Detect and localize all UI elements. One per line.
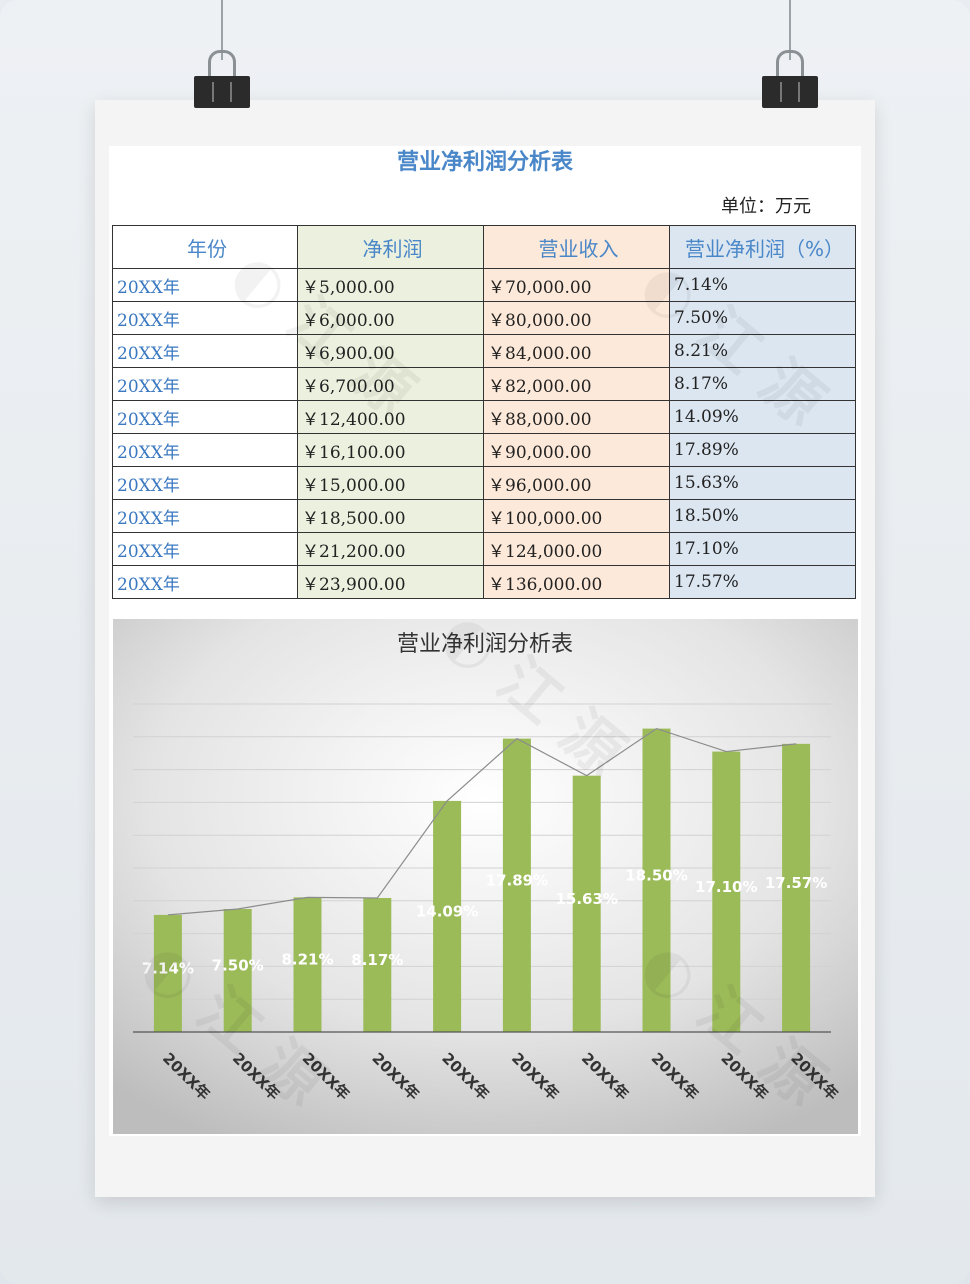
cell-revenue[interactable]: ￥84,000.00 (483, 334, 670, 368)
data-label: 8.21% (281, 951, 333, 969)
bar[interactable] (782, 743, 811, 1032)
header-net-profit[interactable]: 净利润 (297, 225, 484, 269)
cell-net-profit[interactable]: ￥6,000.00 (297, 301, 484, 335)
bar[interactable] (223, 909, 252, 1032)
data-label: 7.14% (142, 959, 194, 977)
header-year[interactable]: 年份 (112, 225, 298, 269)
chart-bars (153, 728, 811, 1032)
cell-year[interactable]: 20XX年 (112, 301, 298, 335)
bar[interactable] (572, 775, 601, 1032)
binder-clip-left-icon (194, 50, 250, 108)
table-row: 20XX年 ￥5,000.00 ￥70,000.00 7.14% (112, 268, 856, 302)
margin-chart: 营业净利润分析表 7.14% 7.50% 8.21% 8.17% 14.09% 17.89… (113, 619, 858, 1134)
cell-year[interactable]: 20XX年 (112, 367, 298, 401)
cell-net-profit[interactable]: ￥12,400.00 (297, 400, 484, 434)
binder-clip-right-icon (762, 50, 818, 108)
cell-revenue[interactable]: ￥90,000.00 (483, 433, 670, 467)
bar[interactable] (433, 800, 462, 1032)
profit-table: 年份 净利润 营业收入 营业净利润（%） 20XX年 ￥5,000.00 ￥70,0… (112, 225, 856, 599)
table-row: 20XX年 ￥6,900.00 ￥84,000.00 8.21% (112, 334, 856, 368)
bar[interactable] (642, 728, 671, 1032)
header-margin[interactable]: 营业净利润（%） (669, 225, 856, 269)
cell-net-profit[interactable]: ￥5,000.00 (297, 268, 484, 302)
table-row: 20XX年 ￥23,900.00 ￥136,000.00 17.57% (112, 565, 856, 599)
trend-line (167, 727, 797, 916)
cell-year[interactable]: 20XX年 (112, 400, 298, 434)
cell-revenue[interactable]: ￥70,000.00 (483, 268, 670, 302)
table-row: 20XX年 ￥15,000.00 ￥96,000.00 15.63% (112, 466, 856, 500)
cell-margin[interactable]: 8.21% (669, 334, 856, 368)
cell-revenue[interactable]: ￥88,000.00 (483, 400, 670, 434)
bar[interactable] (712, 751, 741, 1032)
cell-revenue[interactable]: ￥100,000.00 (483, 499, 670, 533)
table-row: 20XX年 ￥6,700.00 ￥82,000.00 8.17% (112, 367, 856, 401)
cell-net-profit[interactable]: ￥18,500.00 (297, 499, 484, 533)
cell-year[interactable]: 20XX年 (112, 466, 298, 500)
cell-net-profit[interactable]: ￥23,900.00 (297, 565, 484, 599)
hanging-wire-left (221, 0, 223, 60)
cell-year[interactable]: 20XX年 (112, 499, 298, 533)
cell-margin[interactable]: 18.50% (669, 499, 856, 533)
cell-margin[interactable]: 7.14% (669, 268, 856, 302)
data-label: 17.10% (695, 878, 757, 896)
cell-revenue[interactable]: ￥80,000.00 (483, 301, 670, 335)
bar[interactable] (363, 898, 392, 1032)
data-label: 17.89% (486, 871, 548, 889)
table-title: 营业净利润分析表 (396, 150, 573, 175)
cell-net-profit[interactable]: ￥21,200.00 (297, 532, 484, 566)
data-label: 8.17% (351, 951, 403, 969)
header-revenue[interactable]: 营业收入 (483, 225, 670, 269)
bar[interactable] (293, 897, 322, 1032)
cell-year[interactable]: 20XX年 (112, 532, 298, 566)
data-label: 18.50% (625, 866, 687, 884)
table-row: 20XX年 ￥21,200.00 ￥124,000.00 17.10% (112, 532, 856, 566)
bar[interactable] (153, 914, 182, 1032)
cell-margin[interactable]: 17.57% (669, 565, 856, 599)
table-row: 20XX年 ￥12,400.00 ￥88,000.00 14.09% (112, 400, 856, 434)
cell-net-profit[interactable]: ￥6,700.00 (297, 367, 484, 401)
table-row: 20XX年 ￥6,000.00 ￥80,000.00 7.50% (112, 301, 856, 335)
cell-margin[interactable]: 14.09% (669, 400, 856, 434)
cell-year[interactable]: 20XX年 (112, 565, 298, 599)
cell-margin[interactable]: 17.89% (669, 433, 856, 467)
table-header-row: 年份 净利润 营业收入 营业净利润（%） (112, 225, 856, 269)
chart-data-labels: 7.14% 7.50% 8.21% 8.17% 14.09% 17.89% 15.63% 18… (142, 866, 827, 977)
data-label: 7.50% (212, 957, 264, 975)
cell-net-profit[interactable]: ￥16,100.00 (297, 433, 484, 467)
cell-year[interactable]: 20XX年 (112, 433, 298, 467)
cell-margin[interactable]: 8.17% (669, 367, 856, 401)
cell-net-profit[interactable]: ￥15,000.00 (297, 466, 484, 500)
table-row: 20XX年 ￥18,500.00 ￥100,000.00 18.50% (112, 499, 856, 533)
bar[interactable] (502, 738, 531, 1032)
cell-year[interactable]: 20XX年 (112, 334, 298, 368)
cell-year[interactable]: 20XX年 (112, 268, 298, 302)
cell-revenue[interactable]: ￥96,000.00 (483, 466, 670, 500)
unit-label: 单位：万元 (721, 196, 811, 217)
cell-net-profit[interactable]: ￥6,900.00 (297, 334, 484, 368)
cell-margin[interactable]: 7.50% (669, 301, 856, 335)
data-label: 14.09% (416, 902, 478, 920)
data-label: 17.57% (765, 874, 827, 892)
cell-revenue[interactable]: ￥136,000.00 (483, 565, 670, 599)
chart-svg: 营业净利润分析表 7.14% 7.50% 8.21% 8.17% 14.09% 17.89… (113, 619, 858, 1134)
chart-title: 营业净利润分析表 (397, 632, 573, 657)
cell-margin[interactable]: 15.63% (669, 466, 856, 500)
cell-revenue[interactable]: ￥82,000.00 (483, 367, 670, 401)
cell-margin[interactable]: 17.10% (669, 532, 856, 566)
data-label: 15.63% (555, 890, 617, 908)
table-row: 20XX年 ￥16,100.00 ￥90,000.00 17.89% (112, 433, 856, 467)
hanging-wire-right (789, 0, 791, 60)
cell-revenue[interactable]: ￥124,000.00 (483, 532, 670, 566)
table-body: 20XX年 ￥5,000.00 ￥70,000.00 7.14% 20XX年 ￥6,000… (112, 268, 856, 599)
spreadsheet-sheet: 营业净利润分析表 单位：万元 年份 净利润 营业收入 营业净利润（%） 20XX… (109, 146, 861, 1136)
